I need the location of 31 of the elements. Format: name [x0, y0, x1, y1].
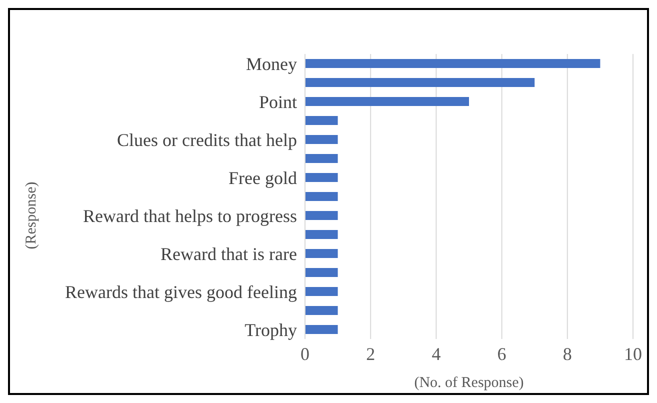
- bar: [305, 268, 338, 277]
- x-tick-label: 4: [432, 344, 441, 364]
- bar: [305, 154, 338, 163]
- x-axis-title: (No. of Response): [414, 375, 524, 391]
- bar: [305, 78, 535, 87]
- y-axis-title: (Response): [24, 181, 40, 249]
- bar: [305, 325, 338, 334]
- x-tick-label: 10: [624, 344, 642, 364]
- y-tick-label: Clues or credits that help: [117, 130, 297, 150]
- bar: [305, 97, 469, 106]
- bar: [305, 287, 338, 296]
- bar: [305, 173, 338, 182]
- bar: [305, 211, 338, 220]
- y-tick-label: Point: [258, 92, 297, 112]
- bar: [305, 230, 338, 239]
- x-tick-label: 6: [497, 344, 506, 364]
- bar: [305, 116, 338, 125]
- bar: [305, 135, 338, 144]
- y-tick-label: Money: [246, 54, 297, 74]
- y-tick-label: Rewards that gives good feeling: [65, 282, 297, 302]
- bar: [305, 192, 338, 201]
- bar: [305, 306, 338, 315]
- y-tick-label: Trophy: [244, 320, 297, 340]
- x-tick-label: 8: [562, 344, 572, 364]
- bar: [305, 249, 338, 258]
- x-tick-label: 0: [300, 344, 310, 364]
- y-tick-label: Reward that is rare: [160, 244, 297, 264]
- y-tick-label: Free gold: [228, 168, 297, 188]
- y-tick-label: Reward that helps to progress: [83, 206, 297, 226]
- bar: [305, 59, 600, 68]
- x-tick-label: 2: [366, 344, 376, 364]
